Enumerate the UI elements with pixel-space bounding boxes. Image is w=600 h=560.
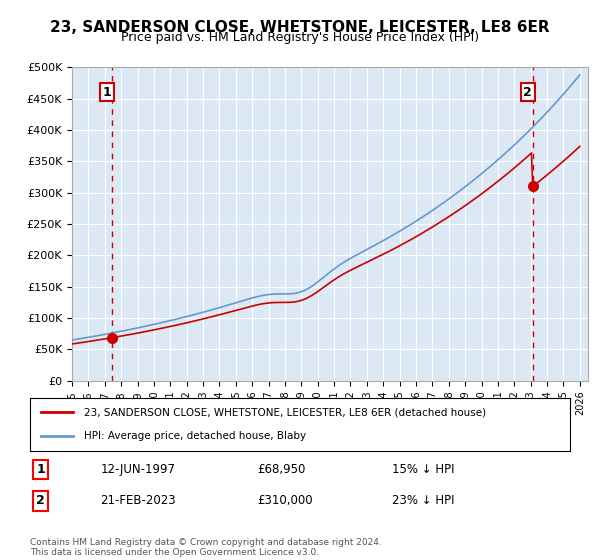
Text: 21-FEB-2023: 21-FEB-2023: [100, 494, 176, 507]
Text: Contains HM Land Registry data © Crown copyright and database right 2024.
This d: Contains HM Land Registry data © Crown c…: [30, 538, 382, 557]
Text: 1: 1: [103, 86, 112, 99]
Text: Price paid vs. HM Land Registry's House Price Index (HPI): Price paid vs. HM Land Registry's House …: [121, 31, 479, 44]
Text: 23, SANDERSON CLOSE, WHETSTONE, LEICESTER, LE8 6ER (detached house): 23, SANDERSON CLOSE, WHETSTONE, LEICESTE…: [84, 408, 486, 418]
Text: 23% ↓ HPI: 23% ↓ HPI: [392, 494, 454, 507]
Text: 1: 1: [37, 463, 45, 476]
Text: 23, SANDERSON CLOSE, WHETSTONE, LEICESTER, LE8 6ER: 23, SANDERSON CLOSE, WHETSTONE, LEICESTE…: [50, 20, 550, 35]
Text: £68,950: £68,950: [257, 463, 305, 476]
Text: 15% ↓ HPI: 15% ↓ HPI: [392, 463, 454, 476]
Text: 2: 2: [37, 494, 45, 507]
Text: £310,000: £310,000: [257, 494, 313, 507]
Text: 12-JUN-1997: 12-JUN-1997: [100, 463, 175, 476]
Text: 2: 2: [523, 86, 532, 99]
Text: HPI: Average price, detached house, Blaby: HPI: Average price, detached house, Blab…: [84, 431, 306, 441]
